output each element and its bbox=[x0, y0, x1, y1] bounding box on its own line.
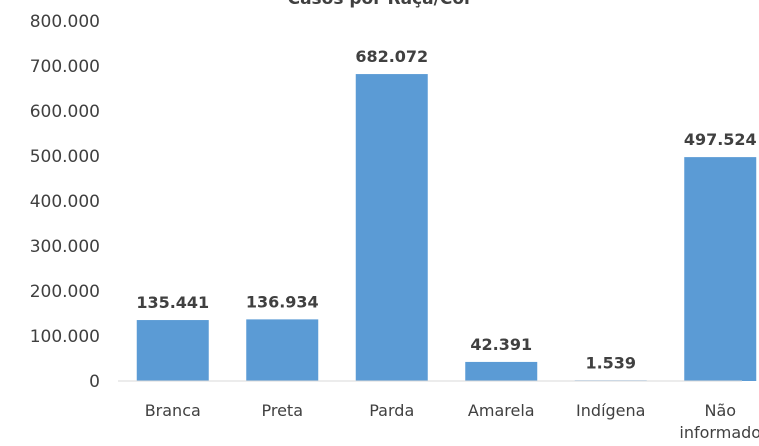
x-tick-label: Parda bbox=[369, 401, 414, 420]
bar bbox=[246, 319, 319, 381]
y-tick-label: 700.000 bbox=[30, 57, 100, 77]
bar bbox=[136, 320, 209, 381]
x-tick-label: Preta bbox=[261, 401, 303, 420]
y-tick-label: 200.000 bbox=[30, 282, 100, 302]
y-tick-label: 300.000 bbox=[30, 237, 100, 257]
data-label: 136.934 bbox=[246, 292, 319, 311]
y-tick-label: 800.000 bbox=[30, 12, 100, 32]
y-tick-label: 400.000 bbox=[30, 192, 100, 212]
x-tick-label: informado bbox=[679, 423, 759, 442]
x-tick-label: Não bbox=[704, 401, 736, 420]
bar bbox=[355, 74, 428, 381]
y-tick-label: 0 bbox=[89, 372, 100, 392]
data-label: 135.441 bbox=[136, 293, 209, 312]
y-tick-label: 500.000 bbox=[30, 147, 100, 167]
x-tick-label: Amarela bbox=[468, 401, 535, 420]
y-tick-label: 600.000 bbox=[30, 102, 100, 122]
data-label: 1.539 bbox=[585, 353, 636, 372]
data-label: 42.391 bbox=[470, 335, 532, 354]
x-tick-label: Indígena bbox=[576, 401, 645, 420]
bar bbox=[465, 361, 538, 381]
data-label: 497.524 bbox=[684, 130, 757, 149]
chart-title: Casos por Raça/Cor bbox=[288, 0, 473, 9]
bar bbox=[684, 157, 757, 381]
y-tick-label: 100.000 bbox=[30, 327, 100, 347]
x-tick-label: Branca bbox=[145, 401, 201, 420]
data-label: 682.072 bbox=[355, 47, 428, 66]
